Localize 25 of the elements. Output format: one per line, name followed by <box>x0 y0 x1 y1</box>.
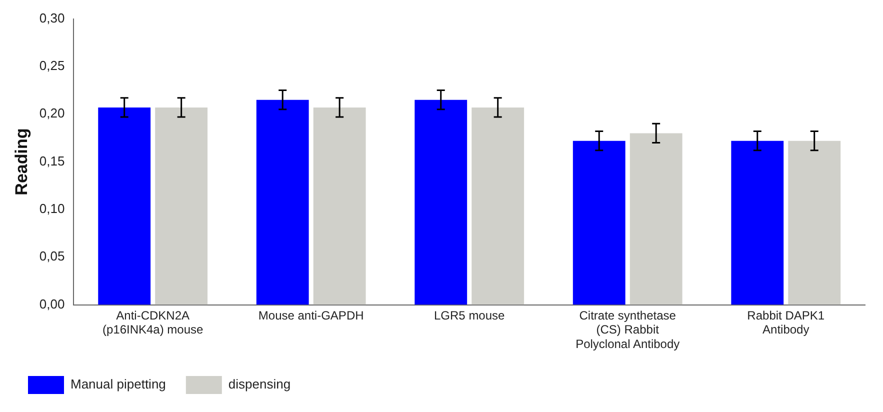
x-tick-label: Citrate synthetase (CS) Rabbit Polyclonal Antibody <box>576 308 680 352</box>
x-tick-label: Mouse anti-GAPDH <box>258 308 364 322</box>
x-tick-label: LGR5 mouse <box>434 308 506 322</box>
y-tick-label: 0,30 <box>39 10 65 26</box>
bar <box>472 107 524 305</box>
x-tick-label: Anti-CDKN2A (p16INK4a) mouse <box>102 308 204 337</box>
y-tick-label: 0,25 <box>39 58 65 74</box>
bar <box>256 100 309 305</box>
y-axis-title: Reading <box>12 128 31 196</box>
y-tick-label: 0,10 <box>39 201 65 216</box>
bar <box>414 100 468 305</box>
x-tick-label: Rabbit DAPK1 Antibody <box>747 308 825 337</box>
y-tick-label: 0,00 <box>39 296 65 312</box>
bar <box>788 140 841 305</box>
legend-label: dispensing <box>228 376 291 392</box>
bar <box>731 140 784 305</box>
y-tick-label: 0,15 <box>39 153 65 168</box>
y-tick-label: 0,05 <box>39 248 65 264</box>
bar <box>98 107 151 305</box>
y-tick-label: 0,20 <box>39 106 65 121</box>
legend-label: Manual pipetting <box>70 376 166 392</box>
bar <box>572 140 626 305</box>
bar <box>155 107 208 305</box>
bar <box>313 107 366 305</box>
bar <box>630 133 682 305</box>
